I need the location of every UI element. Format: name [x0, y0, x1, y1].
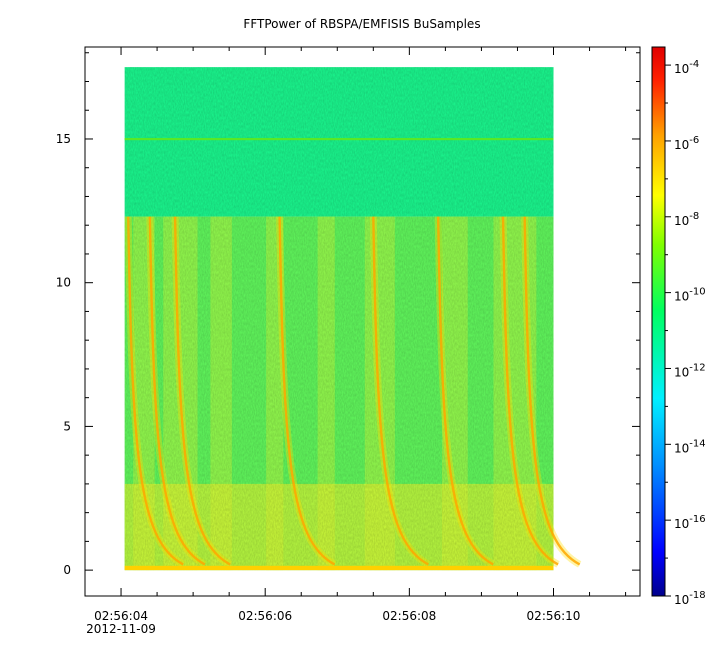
colorbar-tick-label: 10-18: [674, 590, 706, 607]
colorbar-tick-label: 10-10: [674, 287, 706, 304]
colorbar-tick-exponent: -8: [689, 211, 699, 222]
x-tick-label: 02:56:10: [527, 609, 581, 623]
chorus-halo: [499, 216, 560, 568]
colorbar-tick-label: 10-14: [674, 438, 706, 455]
noise-texture: [124, 67, 554, 571]
chorus-halo: [146, 216, 207, 568]
colorbar-tick-base: 10: [674, 365, 689, 379]
x-tick-date: 2012-11-09: [86, 622, 156, 636]
x-tick-label: 02:56:08: [382, 609, 436, 623]
chorus-element: [372, 216, 429, 566]
chorus-element: [148, 216, 206, 566]
colorbar-tick-label: 10-8: [674, 211, 699, 228]
y-axis: 0 5 10 15: [56, 52, 640, 577]
y-tick-label: 10: [56, 276, 71, 290]
chorus-halo: [124, 216, 185, 568]
colorbar-tick-base: 10: [674, 62, 689, 76]
chorus-halo: [171, 216, 232, 568]
colorbar-tick-base: 10: [674, 138, 689, 152]
chorus-element: [173, 216, 231, 566]
y-tick-label: 0: [63, 563, 71, 577]
chart-title: FFTPower of RBSPA/EMFISIS BuSamples: [243, 17, 481, 31]
y-tick-label: 5: [63, 419, 71, 433]
colorbar: [651, 46, 666, 597]
chorus-element: [501, 216, 559, 566]
colorbar-tick-exponent: -4: [689, 59, 699, 70]
chorus-halo: [434, 216, 495, 568]
colorbar-tick-label: 10-12: [674, 362, 706, 379]
chorus-element: [523, 216, 581, 566]
colorbar-tick-exponent: -6: [689, 135, 699, 146]
line-feature: [124, 137, 554, 141]
colorbar-tick-label: 10-6: [674, 135, 699, 152]
base-band: [124, 565, 554, 571]
y-tick-label: 15: [56, 132, 71, 146]
colorbar-tick-base: 10: [674, 441, 689, 455]
colorbar-tick-label: 10-16: [674, 514, 706, 531]
x-tick-label: 02:56:04: [94, 609, 148, 623]
colorbar-tick-exponent: -14: [689, 438, 705, 449]
chorus-element: [436, 216, 494, 566]
chorus-halo: [369, 216, 431, 568]
colorbar-tick-base: 10: [674, 290, 689, 304]
chorus-halo: [276, 216, 337, 568]
chorus-element: [127, 216, 184, 566]
colorbar-tick-base: 10: [674, 214, 689, 228]
colorbar-tick-label: 10-4: [674, 59, 699, 76]
x-tick-label: 02:56:06: [238, 609, 292, 623]
colorbar-tick-exponent: -16: [689, 514, 705, 525]
colorbar-tick-exponent: -18: [689, 590, 705, 601]
colorbar-tick-exponent: -10: [689, 287, 705, 298]
chorus-element: [278, 216, 336, 566]
colorbar-tick-exponent: -12: [689, 362, 705, 373]
spectrogram-heatmap: [124, 67, 582, 571]
colorbar-tick-base: 10: [674, 593, 689, 607]
colorbar-tick-base: 10: [674, 517, 689, 531]
chorus-halo: [521, 216, 582, 568]
